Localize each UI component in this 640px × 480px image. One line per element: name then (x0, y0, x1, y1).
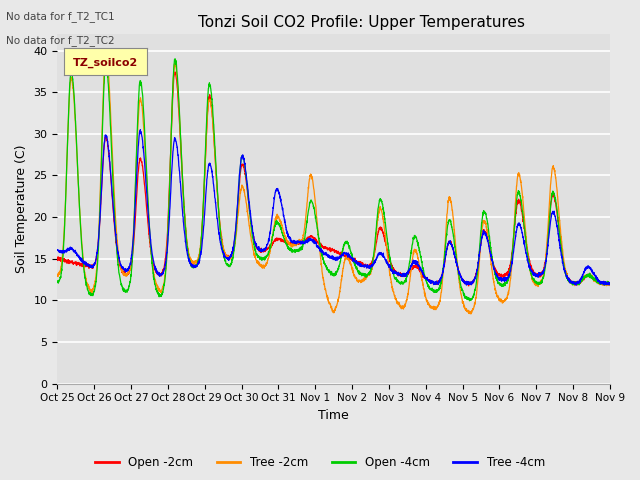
Title: Tonzi Soil CO2 Profile: Upper Temperatures: Tonzi Soil CO2 Profile: Upper Temperatur… (198, 15, 525, 30)
Text: No data for f_T2_TC2: No data for f_T2_TC2 (6, 35, 115, 46)
Legend: Open -2cm, Tree -2cm, Open -4cm, Tree -4cm: Open -2cm, Tree -2cm, Open -4cm, Tree -4… (90, 452, 550, 474)
X-axis label: Time: Time (318, 409, 349, 422)
Y-axis label: Soil Temperature (C): Soil Temperature (C) (15, 144, 28, 273)
Text: No data for f_T2_TC1: No data for f_T2_TC1 (6, 11, 115, 22)
Text: TZ_soilco2: TZ_soilco2 (73, 58, 138, 68)
